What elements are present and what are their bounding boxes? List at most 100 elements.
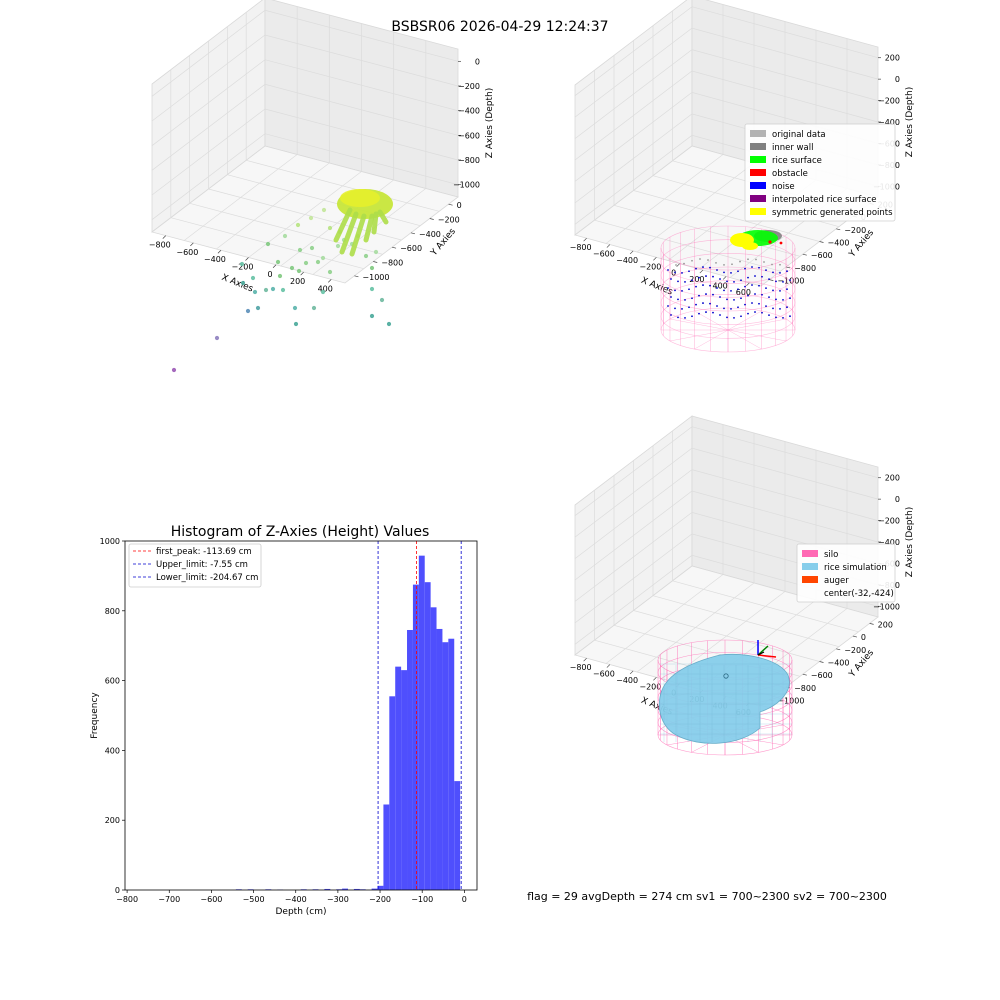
obstacle-point [779,241,783,245]
panel-classify-3d: 3D classify of Silo Interior−800−600−400… [570,0,915,353]
histogram-bar [324,888,331,890]
x-tick-mark [217,249,222,254]
z-axis-label: Z Axies (Depth) [905,507,915,578]
noise-point [740,315,742,318]
auger-axis-x [757,654,777,658]
x-tick-mark [629,250,634,255]
noise-point [712,311,714,314]
noise-point [786,288,788,291]
z-tick-label: −200 [458,82,480,91]
noise-point [712,275,714,278]
noise-point [709,284,711,287]
x-tick-label: 400 [318,284,333,293]
z-tick-label: 200 [885,474,900,483]
y-tick-label: −800 [381,259,403,268]
legend-label: symmetric generated points [772,208,893,218]
y-tick-label: 800 [105,607,120,616]
noise-point [772,307,774,310]
legend-label: rice surface [772,156,822,166]
z-tick-label: −200 [878,517,900,526]
noise-point [751,266,753,268]
noise-point [737,270,739,273]
scatter-point [321,207,327,213]
y-tick-label: 200 [878,620,893,629]
noise-point [765,269,767,272]
y-tick-label: −200 [438,216,460,225]
noise-point [726,298,728,301]
noise-point [740,279,742,282]
y-tick-mark [769,279,774,281]
noise-point [691,279,693,282]
y-tick-mark [448,203,453,206]
surface-cluster-drip [333,207,353,243]
z-tick-label: −1000 [873,602,900,611]
histogram-bar [395,666,402,890]
scatter-point [275,259,281,265]
noise-point [768,278,770,281]
x-tick-label: −700 [158,895,180,904]
noise-point [782,280,784,283]
noise-point [747,276,749,279]
noise-point [709,266,711,269]
noise-point [667,269,669,271]
silo-bottom-spoke [727,318,787,331]
noise-point [677,316,679,319]
scatter-point [309,245,315,251]
noise-point [751,284,753,286]
legend-swatch [750,182,766,189]
y-tick-mark [785,266,791,269]
noise-point [670,278,672,280]
noise-point [691,315,693,318]
histogram-bar [424,582,431,890]
y-tick-label: −600 [400,244,422,253]
scatter-point [252,289,258,295]
histogram-bar [442,642,449,890]
y-tick-mark [869,623,874,625]
z-axis-label: Z Axies (Depth) [485,88,495,159]
wall-grid-line [574,469,879,559]
z-tick-label: 0 [895,495,900,504]
legend-label: noise [772,182,795,192]
silo-ring [660,280,796,325]
x-tick-mark [583,657,587,662]
noise-point [719,314,721,316]
x-tick-mark [162,235,167,239]
z-tick-label: −400 [458,107,480,116]
y-tick-label: −400 [419,230,441,239]
x-tick-label: −200 [639,682,661,691]
legend-swatch [750,130,766,137]
noise-point [782,298,784,301]
noise-point [779,307,781,310]
noise-point [737,306,739,309]
scatter-point [296,268,302,274]
legend-label: interpolated rice surface [772,195,877,205]
scatter-point [265,241,271,247]
legend-swatch [802,576,818,583]
y-tick-label: 0 [115,886,120,895]
scatter-point [386,321,392,327]
panel-raw-data-3d: 3D Plot of Silo Interior(row data)−800−6… [149,0,495,373]
x-tick-label: −800 [570,663,592,672]
noise-point [786,306,788,309]
noise-point [674,307,676,310]
noise-point [674,289,676,292]
obstacle-point [768,240,772,244]
z-tick-label: −800 [458,156,480,165]
x-tick-label: 600 [736,288,751,297]
z-tick-label: −1000 [453,181,480,190]
scatter-point [171,367,177,373]
noise-point [758,266,760,269]
noise-point [691,297,693,300]
x-tick-label: −100 [411,895,433,904]
noise-point [681,308,683,310]
noise-point [723,307,725,310]
y-tick-mark [802,673,807,676]
scatter-point [320,289,326,295]
y-tick-mark [836,228,841,231]
z-tick-label: 200 [885,54,900,63]
scatter-point [245,308,251,314]
y-tick-mark [819,661,824,663]
x-tick-label: −600 [593,670,615,679]
noise-point [702,266,704,268]
noise-point [670,314,672,316]
